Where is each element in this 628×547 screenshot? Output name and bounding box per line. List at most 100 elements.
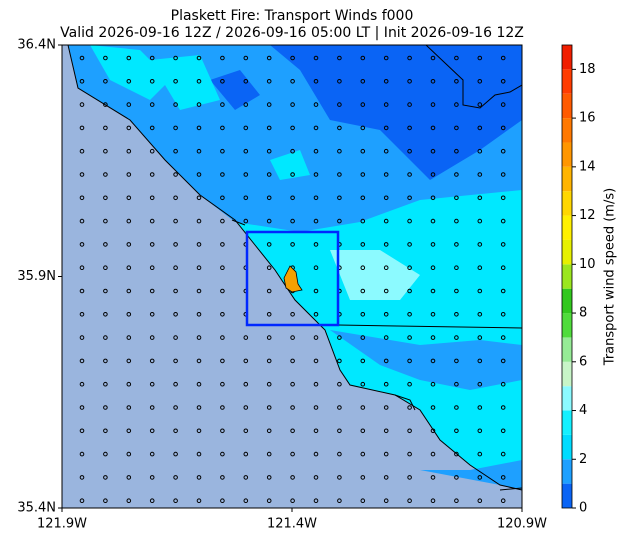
station-marker xyxy=(196,172,202,177)
station-marker xyxy=(383,102,389,107)
station-marker xyxy=(243,172,249,177)
station-marker xyxy=(407,358,412,364)
station-marker xyxy=(290,79,295,84)
station-marker xyxy=(290,451,295,457)
station-marker xyxy=(103,405,108,410)
colorbar-segment xyxy=(562,386,572,411)
station-marker xyxy=(243,405,249,410)
station-marker xyxy=(196,265,202,271)
station-marker xyxy=(477,195,483,201)
station-marker xyxy=(477,55,483,61)
station-marker xyxy=(196,218,202,224)
station-marker xyxy=(126,125,132,131)
area-box xyxy=(245,230,340,327)
station-marker xyxy=(454,358,459,364)
station-marker xyxy=(79,265,85,271)
station-marker xyxy=(243,498,249,504)
station-marker xyxy=(430,475,436,480)
coastline xyxy=(67,45,522,491)
station-marker xyxy=(407,172,412,177)
station-marker xyxy=(477,148,483,154)
station-marker xyxy=(337,172,342,177)
station-marker xyxy=(196,288,202,294)
station-marker xyxy=(454,172,459,177)
station-marker xyxy=(360,358,366,364)
station-marker xyxy=(407,195,412,201)
station-marker xyxy=(290,381,295,387)
station-marker xyxy=(477,265,483,271)
station-marker xyxy=(407,242,412,247)
colorbar-segment xyxy=(562,166,572,192)
station-marker xyxy=(266,498,272,504)
station-marker xyxy=(266,428,272,434)
station-marker xyxy=(126,405,132,410)
station-marker xyxy=(243,381,249,387)
station-marker xyxy=(477,358,483,364)
station-marker xyxy=(477,381,483,387)
wind-barbs xyxy=(79,55,506,504)
station-marker xyxy=(407,148,412,154)
fire-perimeter xyxy=(283,265,303,293)
station-marker xyxy=(173,475,178,480)
station-marker xyxy=(126,172,132,177)
station-marker xyxy=(430,428,436,434)
station-marker xyxy=(79,102,85,107)
station-marker xyxy=(173,218,178,224)
station-marker xyxy=(430,172,436,177)
colorbar-tick-label: 10 xyxy=(579,257,596,272)
station-marker xyxy=(220,288,225,294)
station-marker xyxy=(313,358,319,364)
station-marker xyxy=(454,405,459,410)
station-marker xyxy=(126,148,132,154)
station-marker xyxy=(220,218,225,224)
station-marker xyxy=(290,312,295,317)
station-marker xyxy=(266,172,272,177)
chart-title: Plaskett Fire: Transport Winds f000 xyxy=(171,8,414,24)
station-marker xyxy=(126,498,132,504)
station-marker xyxy=(454,242,459,247)
station-marker xyxy=(243,102,249,107)
station-marker xyxy=(430,125,436,131)
station-marker xyxy=(79,148,85,154)
station-marker xyxy=(220,358,225,364)
wind-zone xyxy=(330,330,522,490)
station-marker xyxy=(103,381,108,387)
station-marker xyxy=(407,498,412,504)
station-marker xyxy=(500,242,506,247)
station-marker xyxy=(383,358,389,364)
colorbar-segment xyxy=(562,215,572,240)
station-marker xyxy=(313,125,319,131)
station-marker xyxy=(79,335,85,340)
station-marker xyxy=(103,195,108,201)
station-marker xyxy=(220,125,225,131)
station-marker xyxy=(149,335,155,340)
station-marker xyxy=(79,428,85,434)
station-marker xyxy=(126,288,132,294)
station-marker xyxy=(477,102,483,107)
station-marker xyxy=(266,102,272,107)
station-marker xyxy=(266,125,272,131)
station-marker xyxy=(383,475,389,480)
station-marker xyxy=(79,475,85,480)
station-marker xyxy=(149,195,155,201)
station-marker xyxy=(360,498,366,504)
station-marker xyxy=(266,55,272,61)
station-marker xyxy=(454,475,459,480)
station-marker xyxy=(430,79,436,84)
station-marker xyxy=(313,195,319,201)
station-marker xyxy=(337,55,342,61)
station-marker xyxy=(196,55,202,61)
station-marker xyxy=(220,265,225,271)
boundary xyxy=(231,45,522,491)
station-marker xyxy=(173,312,178,317)
station-marker xyxy=(313,381,319,387)
station-marker xyxy=(149,79,155,84)
station-marker xyxy=(383,312,389,317)
station-marker xyxy=(290,55,295,61)
station-marker xyxy=(220,79,225,84)
station-marker xyxy=(126,102,132,107)
station-marker xyxy=(149,405,155,410)
station-marker xyxy=(500,428,506,434)
station-marker xyxy=(79,79,85,84)
station-marker xyxy=(103,125,108,131)
